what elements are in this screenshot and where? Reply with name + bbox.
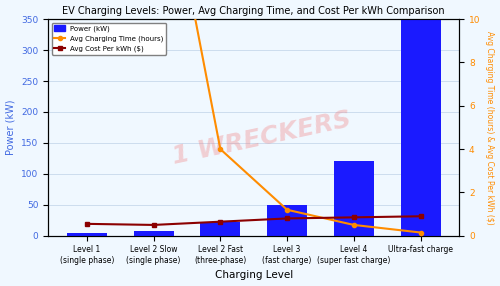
- Text: 1 WRECKERS: 1 WRECKERS: [170, 108, 354, 169]
- Bar: [334, 162, 374, 236]
- Avg Charging Time (hours): [418, 231, 424, 234]
- Line: Avg Charging Time (hours): Avg Charging Time (hours): [84, 0, 422, 235]
- Bar: [200, 222, 240, 236]
- Avg Charging Time (hours): [218, 147, 224, 151]
- Y-axis label: Power (kW): Power (kW): [6, 100, 16, 155]
- Avg Cost Per kWh ($): [150, 223, 156, 227]
- Avg Charging Time (hours): [284, 208, 290, 211]
- Avg Cost Per kWh ($): [218, 220, 224, 223]
- Bar: [67, 233, 107, 236]
- Line: Avg Cost Per kWh ($): Avg Cost Per kWh ($): [84, 214, 422, 227]
- Bar: [134, 231, 173, 236]
- Bar: [267, 205, 307, 236]
- Avg Charging Time (hours): [351, 223, 357, 227]
- Title: EV Charging Levels: Power, Avg Charging Time, and Cost Per kWh Comparison: EV Charging Levels: Power, Avg Charging …: [62, 5, 445, 15]
- Avg Cost Per kWh ($): [351, 216, 357, 219]
- Avg Cost Per kWh ($): [84, 222, 90, 226]
- Legend: Power (kW), Avg Charging Time (hours), Avg Cost Per kWh ($): Power (kW), Avg Charging Time (hours), A…: [52, 23, 166, 55]
- Bar: [400, 19, 440, 236]
- Avg Cost Per kWh ($): [418, 214, 424, 218]
- Y-axis label: Avg Charging Time (hours) & Avg Cost Per kWh ($): Avg Charging Time (hours) & Avg Cost Per…: [486, 31, 494, 224]
- X-axis label: Charging Level: Charging Level: [214, 271, 293, 281]
- Avg Cost Per kWh ($): [284, 217, 290, 220]
